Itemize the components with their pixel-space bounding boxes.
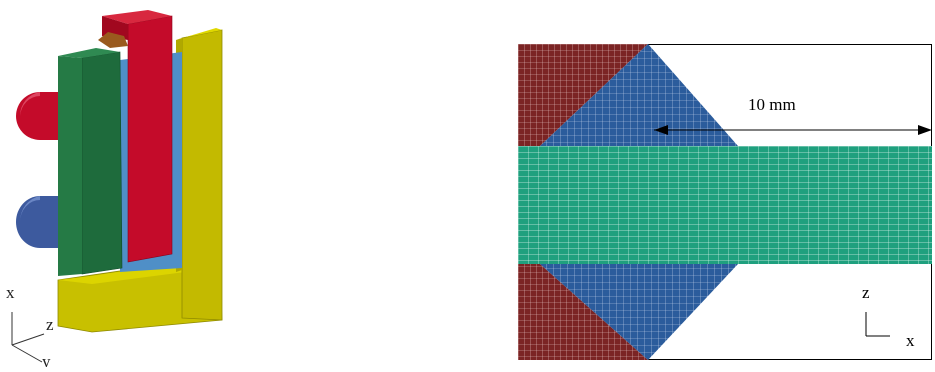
red-bar-top xyxy=(102,10,172,24)
teal-plate xyxy=(518,146,932,264)
triad-y-label: y xyxy=(42,352,51,367)
red-pin xyxy=(16,92,58,140)
green-plate-front xyxy=(81,51,123,275)
yellow-wall-front xyxy=(181,29,223,321)
blue-pin xyxy=(16,196,58,248)
dimension-arrowhead-right xyxy=(918,125,932,135)
brown-connector xyxy=(98,32,128,48)
triad-x-label-right: x xyxy=(906,331,915,350)
assembly-3d-view: x z y xyxy=(0,0,240,371)
blue-region-top xyxy=(540,44,738,146)
green-plate-side xyxy=(58,56,82,276)
green-plate-top xyxy=(58,48,120,58)
mesh-cross-section: 10 mm z x xyxy=(518,44,932,361)
triad-z-label-right: z xyxy=(862,283,870,302)
triad-z-axis xyxy=(11,333,45,346)
maroon-region-top xyxy=(518,44,648,146)
red-bar-front xyxy=(127,15,173,263)
assembly-3d-svg: x z y xyxy=(6,10,223,371)
blue-pin-highlight xyxy=(19,196,40,222)
yellow-wall-top xyxy=(176,28,222,40)
dimension-label: 10 mm xyxy=(748,95,796,114)
maroon-region-bottom xyxy=(518,264,648,360)
blue-region-bottom xyxy=(540,264,738,360)
red-pin-highlight xyxy=(19,92,40,116)
mesh-svg: 10 mm z x xyxy=(518,44,932,360)
triad-z-label: z xyxy=(46,315,54,334)
triad-y-axis xyxy=(11,344,43,363)
dimension-arrowhead-left xyxy=(654,125,668,135)
triad-x-label: x xyxy=(6,283,15,302)
